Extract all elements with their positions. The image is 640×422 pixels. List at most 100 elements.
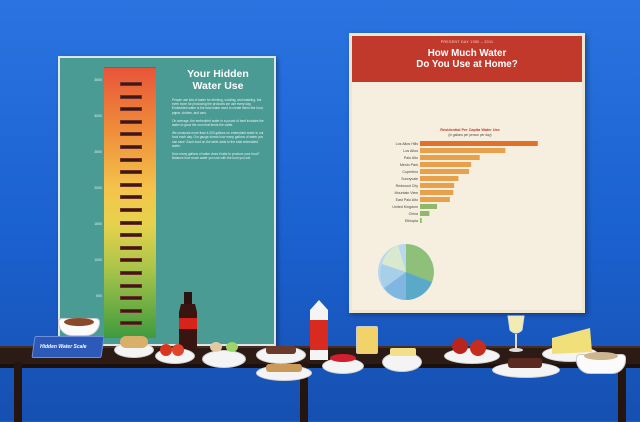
pie-slice-other [380,264,406,288]
panel-title-line2: Water Use [192,80,244,92]
scale-label: Hidden Water Scale [40,344,87,350]
glass-stem [515,334,517,348]
milk-carton [310,300,328,360]
bar [420,218,422,223]
gauge-tick: 3000 [94,114,102,118]
gauge-slot [120,208,142,212]
gauge-slot [120,82,142,86]
gauge-tick: 2000 [94,186,102,190]
gauge-tick: 2500 [94,150,102,154]
gauge-slot [120,233,142,238]
gauge-slot [120,321,142,326]
gauge-slot [120,283,142,288]
gauge-slot [120,94,142,99]
meat [266,346,296,354]
gauge-slot [120,170,142,175]
table-leg [14,362,22,422]
gauge-slot [120,220,142,225]
panel-paragraph: People use lots of water for drinking, c… [172,98,264,115]
cola-bottle [179,292,197,350]
table-rail [0,362,640,368]
bread-rolls [120,336,148,348]
bar-label: Sunnyvale [401,177,418,181]
panel-paragraph: On average, the embedded water in a poun… [172,118,264,128]
bar [420,190,454,195]
chart-title: Residential Per Capita Water Use [440,128,500,132]
bar-label: United Kingdom [392,205,418,209]
bar [420,148,506,153]
panel-body: People use lots of water for drinking, c… [172,98,266,164]
water-use-poster: PRESENT DAY 1950 – 2011 How Much Water D… [349,33,585,313]
bar-label: Mountain View [394,191,418,195]
table-leg [300,362,308,422]
water-gauge [104,68,156,338]
pie-slice-showers [384,272,406,300]
gauge-slot [120,132,142,137]
gauge-slot [120,157,142,162]
bar-label: Menlo Park [400,163,418,167]
bottle-label [179,318,197,329]
gauge-slot [120,182,142,187]
bar [420,155,480,160]
gauge-slot [120,271,142,275]
beer-glass [356,326,378,354]
panel-paragraph: We consume more than 4,000 gallons on em… [172,131,264,148]
poster-title: How Much Water Do You Use at Home? [352,48,582,70]
bar-chart-svg: Los Altos Hills Los Altos Palo Alto Menlo P… [392,141,538,223]
panel-title: Your Hidden Water Use [168,68,268,92]
bar [420,183,455,188]
bar [420,176,459,181]
gauge-slot [120,245,142,250]
steak [508,358,542,368]
gauge-slot [120,145,142,149]
carton-label [310,320,328,350]
egg [210,342,222,352]
bar-label: Cupertino [402,170,418,174]
gauge-tick: 3600 [94,78,102,82]
pie-chart [378,244,434,300]
bar [420,141,538,146]
cheese-body [552,328,592,354]
tomato [172,344,184,356]
wine-glass [507,315,525,352]
chart-subtitle: (in gallons per person per day) [448,133,492,137]
pie-slice-landscaping [406,244,434,282]
gauge-slot [120,107,142,112]
glass-bowl [507,315,525,334]
bar [420,169,470,174]
panel-title-line1: Your Hidden [187,68,249,80]
bottle-neck [184,292,192,304]
gauge-slot [120,258,142,263]
poster-title-line1: How Much Water [427,48,507,59]
hidden-water-panel: GALLONS 3600 3000 2500 2000 1500 1000 50… [58,56,276,346]
poster-date: PRESENT DAY 1950 – 2011 [440,40,494,44]
bar-label: Palo Alto [404,156,418,160]
bar-chart: Residential Per Capita Water Use (in gal… [382,128,558,238]
gauge-tick: 1500 [94,222,102,226]
bar [420,204,438,209]
pie-slice-baths [382,245,406,272]
apple [470,340,486,356]
bar-label: Los Altos [403,149,418,153]
nuts [64,318,94,326]
table-leg [618,362,626,422]
apple [452,338,468,354]
bar-label: East Palo Alto [396,198,418,202]
butter [390,348,416,356]
bar-label: China [409,212,418,216]
rice [584,352,618,360]
bar [420,197,450,202]
berries [330,354,356,362]
plate-eggs [202,350,246,368]
cheese-wedge [552,328,592,354]
glass-base [509,348,523,352]
gauge-slot [120,195,142,200]
gauge-slot [120,119,142,124]
panel-paragraph: How many gallons of water does it take t… [172,152,260,161]
bar-label: Redwood City [396,184,419,188]
bar [420,162,472,167]
gauge-tick: 500 [96,294,102,298]
poster-header: PRESENT DAY 1950 – 2011 How Much Water D… [352,36,582,82]
gauge-slot [120,296,142,301]
fries [266,364,302,372]
